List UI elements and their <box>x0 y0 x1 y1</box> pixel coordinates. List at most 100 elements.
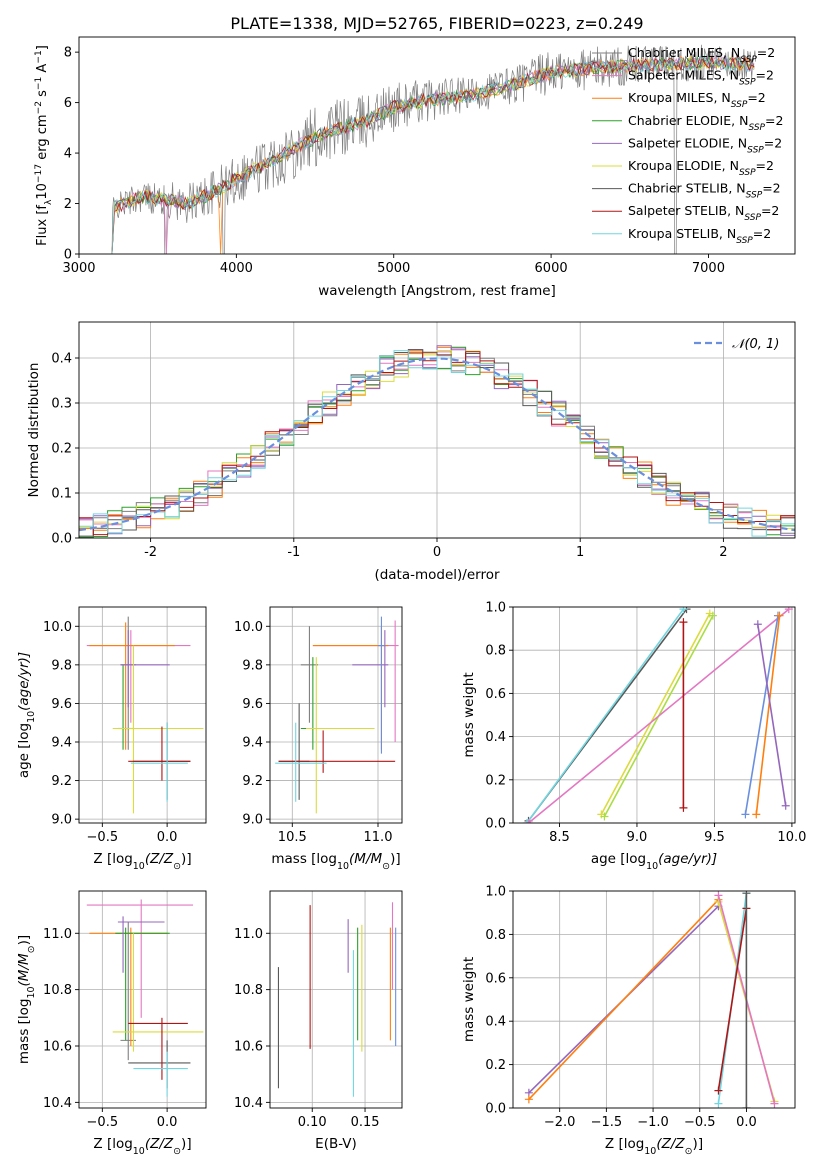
age_vs_mass-x-axis-label: mass [log10(M/M⊙)] <box>271 851 400 872</box>
plot-area-residual_hist <box>79 345 795 538</box>
legend-entry-label: Chabrier ELODIE, NSSP=2 <box>628 113 783 133</box>
y-tick-label: 10.6 <box>234 1040 263 1055</box>
weight-marker-1-0 <box>522 819 531 823</box>
weight-marker-3-1 <box>708 611 717 620</box>
y-tick-label: 0.4 <box>51 352 72 367</box>
x-tick-label: 8.5 <box>549 830 570 845</box>
legend-entry-label: Chabrier STELIB, NSSP=2 <box>628 181 781 201</box>
weight-marker-1-1 <box>679 607 688 614</box>
x-tick-label: 0.0 <box>157 1115 178 1130</box>
model-spectrum-line-5 <box>111 55 755 254</box>
y-tick-label: 9.0 <box>242 813 263 828</box>
spectrum-y-axis-label: Flux [fλ10−17 erg cm−2 s−1 A−1] <box>34 45 54 246</box>
mass_vs_Z-x-axis-label-part-2: (Z/Z <box>145 1136 174 1152</box>
y-tick-label: 10.6 <box>43 1040 72 1055</box>
legend-entry-label: Salpeter MILES, NSSP=2 <box>628 68 774 88</box>
weight_vs_Z-x-axis-label-part-1: 10 <box>644 1146 656 1157</box>
age_vs_Z-x-axis-label-part-4: )] <box>181 851 192 867</box>
x-tick-label: −2.0 <box>544 1115 576 1130</box>
legend-suffix: =2 <box>764 135 782 150</box>
axes-frame <box>78 890 207 1109</box>
age_vs_Z-y-axis-label-part-2: (age/yr)] <box>16 652 32 711</box>
y-tick-label: 0.1 <box>51 487 72 502</box>
mass_vs_Z-x-axis-label-part-0: Z [log <box>93 1136 132 1152</box>
weight_vs_Z-x-axis-label-part-0: Z [log <box>605 1136 644 1152</box>
plot-area-age_vs_mass <box>275 616 399 814</box>
plot-area-weight_vs_Z <box>524 891 779 1108</box>
spectrum-y-axis-label-part-9: −1 <box>34 50 44 63</box>
x-tick-label: 4000 <box>220 261 253 276</box>
weight_vs_age-y-axis-label: mass weight <box>461 672 477 757</box>
weight-line-1 <box>528 899 719 1100</box>
weight-marker-8-0 <box>753 620 762 629</box>
legend-entry-label: Salpeter STELIB, NSSP=2 <box>628 203 779 223</box>
normal-legend-label: 𝒩(0, 1) <box>732 337 779 352</box>
y-tick-label: 9.2 <box>242 774 263 789</box>
y-tick-label: 4 <box>64 147 72 162</box>
legend-subscript: SSP <box>739 78 756 88</box>
weight_vs_age-x-axis-label: age [log10(age/yr)] <box>591 851 717 872</box>
legend-label-text: Salpeter STELIB, N <box>628 203 744 218</box>
weight_vs_age-x-axis-label-part-1: 10 <box>646 861 658 872</box>
legend-suffix: =2 <box>756 68 774 83</box>
weight-vs-metallicity-panel: −2.0 −1.5 −1.0 −0.5 0.0 0.0 0.2 0.4 0.6 0.8 1.0 Z [… <box>461 885 796 1157</box>
legend-subscript: SSP <box>744 213 761 223</box>
x-tick-label: 3000 <box>62 261 95 276</box>
mass_vs_Z-x-axis-label-part-1: 10 <box>133 1146 145 1157</box>
weight-marker-3-1 <box>770 1099 779 1108</box>
weight-marker-7-1 <box>775 611 784 620</box>
spectrum-x-axis-label: wavelength [Angstrom, rest frame] <box>318 283 556 299</box>
weight-line-7 <box>755 615 781 815</box>
weight-marker-6-0 <box>742 1104 751 1108</box>
weight-marker-7-0 <box>752 810 761 819</box>
x-tick-label: 9.5 <box>704 830 725 845</box>
mass-vs-metallicity-panel: −0.5 0.010.410.610.811.0Z [log10(Z/Z⊙)]ma… <box>16 890 207 1157</box>
spectrum-y-axis-label-part-1: λ <box>44 199 54 205</box>
y-tick-label: 9.4 <box>242 736 263 751</box>
x-tick-label: 10.0 <box>777 830 806 845</box>
mass_vs_Z-x-axis-label-part-4: )] <box>181 1136 192 1152</box>
model-spectrum-line-8 <box>111 54 755 254</box>
y-tick-label: 8 <box>64 46 72 61</box>
legend-suffix: =2 <box>762 181 780 196</box>
y-tick-label: 0.8 <box>485 928 506 943</box>
y-tick-label: 0.2 <box>51 442 72 457</box>
x-tick-label: 11.0 <box>364 830 393 845</box>
spectrum-y-axis-label-part-6: s <box>35 90 50 101</box>
age_vs_mass-x-axis-label-part-3: ⊙ <box>382 861 390 872</box>
axes-frame <box>512 606 796 824</box>
weight-marker-3-0 <box>600 812 609 821</box>
spectrum-panel: 3000 4000 5000 6000 7000 0 2 4 6 8 Chabrier MILES,… <box>34 36 796 299</box>
legend-suffix: =2 <box>756 158 774 173</box>
y-tick-label: 0.2 <box>485 1058 506 1073</box>
age_vs_Z-y-axis-label-part-1: 10 <box>26 711 37 723</box>
weight_vs_Z-x-axis-label-part-3: ⊙ <box>685 1146 693 1157</box>
figure-title: PLATE=1338, MJD=52765, FIBERID=0223, z=0… <box>230 14 643 33</box>
weight-line-6 <box>744 615 779 815</box>
age_vs_mass-x-axis-label-part-2: (M/M <box>349 851 382 867</box>
weight-marker-4-1 <box>784 607 793 614</box>
age_vs_mass-x-axis-label-part-0: mass [log <box>271 851 337 867</box>
legend-suffix: =2 <box>757 45 775 60</box>
legend-subscript: SSP <box>739 168 756 178</box>
spectrum-y-axis-label-part-3: −17 <box>34 164 44 183</box>
mass_vs_Z-x-axis-label: Z [log10(Z/Z⊙)] <box>93 1136 191 1157</box>
legend-subscript: SSP <box>746 191 763 201</box>
weight-marker-4-0 <box>524 819 533 823</box>
y-tick-label: 10.8 <box>234 983 263 998</box>
legend-entry-label: Salpeter ELODIE, NSSP=2 <box>628 135 782 155</box>
residual-histogram-panel: -2 -1 0 1 2 0.0 0.1 0.2 0.3 0.4 𝒩(0, 1) (data-model… <box>26 321 796 583</box>
spectrum-legend: Chabrier MILES, NSSP=2 Salpeter MILES, NS… <box>592 45 783 246</box>
age_vs_Z-x-axis-label-part-3: ⊙ <box>173 861 181 872</box>
weight_vs_Z-x-axis-label-part-2: (Z/Z <box>656 1136 685 1152</box>
weight_vs_age-x-axis-label-part-2: (age/yr)] <box>658 851 717 867</box>
legend-subscript: SSP <box>748 123 765 133</box>
plot-area-mass_vs_Z <box>86 899 204 1097</box>
legend-entry-label: Chabrier MILES, NSSP=2 <box>628 45 775 65</box>
y-tick-label: 0.3 <box>51 397 72 412</box>
weight-marker-6-1 <box>742 891 751 898</box>
model-spectrum-line-0 <box>111 57 755 254</box>
weight-line-1 <box>526 608 685 823</box>
weight_vs_age-x-axis-label-part-0: age [log <box>591 851 646 867</box>
y-tick-label: 10.4 <box>234 1096 263 1111</box>
